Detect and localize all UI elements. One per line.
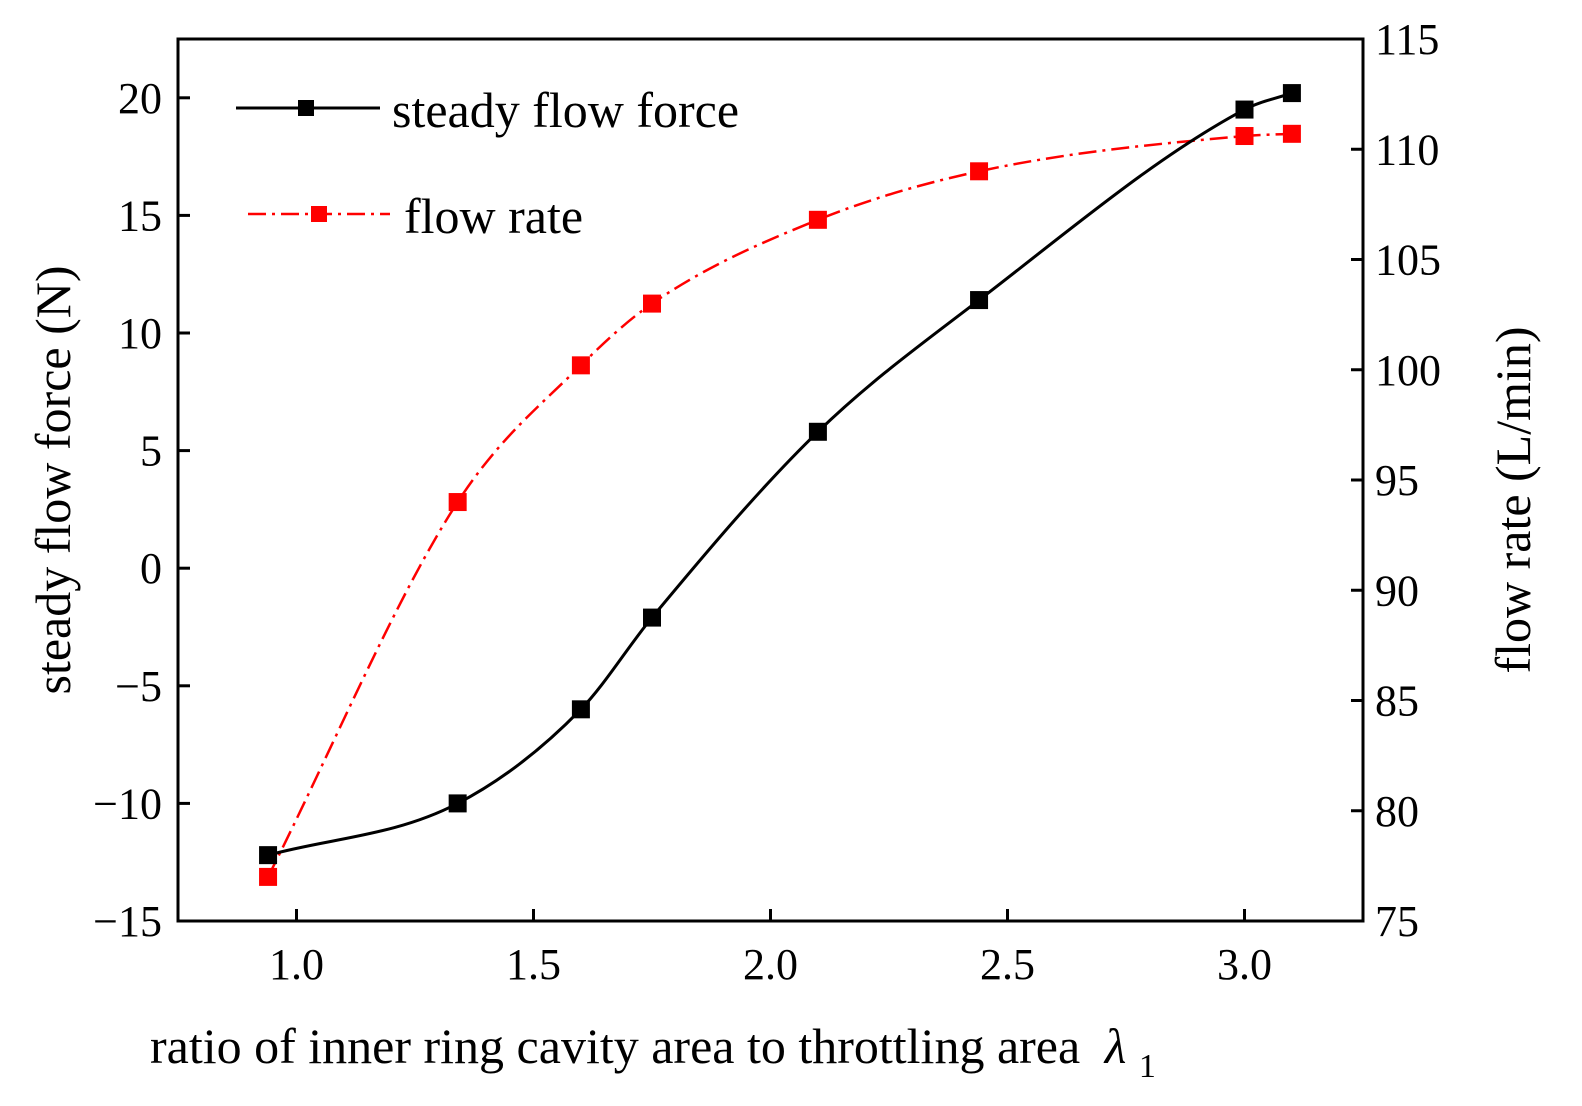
x-tick-label: 2.5 <box>980 940 1035 989</box>
y-tick-label-left: −15 <box>93 897 162 946</box>
y-tick-label-right: 75 <box>1375 897 1419 946</box>
data-point-steady-flow-force <box>571 700 590 719</box>
y-axis-title-right: flow rate (L/min) <box>1485 326 1541 673</box>
data-point-flow-rate <box>259 867 278 886</box>
y-axis-title-left: steady flow force (N) <box>25 266 81 695</box>
data-point-flow-rate <box>1282 124 1301 143</box>
y-tick-label-left: 20 <box>118 74 162 123</box>
legend-marker-steady-flow-force <box>298 100 314 116</box>
data-point-steady-flow-force <box>1235 100 1254 119</box>
y-tick-label-left: 5 <box>140 427 162 476</box>
series-line-flow-rate <box>266 132 1292 878</box>
legend-label-steady-flow-force: steady flow force <box>392 82 739 138</box>
data-point-flow-rate <box>448 493 467 512</box>
y-tick-label-right: 85 <box>1375 677 1419 726</box>
y-tick-label-right: 80 <box>1375 787 1419 836</box>
y-tick-label-left: 10 <box>118 309 162 358</box>
y-tick-label-right: 110 <box>1375 125 1439 174</box>
series-steady-flow-force <box>259 84 1301 865</box>
x-axis-title-symbol: λ <box>1103 1018 1127 1074</box>
data-point-steady-flow-force <box>970 291 989 310</box>
x-tick-label: 1.5 <box>506 940 561 989</box>
y-tick-label-left: 15 <box>118 191 162 240</box>
y-tick-label-right: 105 <box>1375 236 1441 285</box>
y-tick-label-right: 115 <box>1375 15 1439 64</box>
data-point-flow-rate <box>808 210 827 229</box>
y-tick-label-right: 90 <box>1375 566 1419 615</box>
legend-marker-flow-rate <box>311 206 327 222</box>
data-point-steady-flow-force <box>808 422 827 441</box>
data-point-steady-flow-force <box>643 608 661 627</box>
x-tick-label: 2.0 <box>743 940 798 989</box>
y-tick-label-left: 0 <box>140 544 162 593</box>
data-point-flow-rate <box>1235 127 1254 146</box>
x-axis-title: ratio of inner ring cavity area to throt… <box>150 1018 1156 1085</box>
data-point-steady-flow-force <box>1282 84 1301 103</box>
legend-label-flow-rate: flow rate <box>404 188 583 244</box>
x-axis-title-text: ratio of inner ring cavity area to throt… <box>150 1018 1080 1074</box>
y-tick-label-right: 100 <box>1375 346 1441 395</box>
data-point-steady-flow-force <box>448 794 467 813</box>
series-flow-rate <box>259 124 1301 886</box>
plot-frame <box>176 37 1365 923</box>
data-point-steady-flow-force <box>259 846 278 865</box>
y-tick-label-left: −10 <box>93 779 162 828</box>
y-tick-label-left: −5 <box>115 662 162 711</box>
data-point-flow-rate <box>571 356 590 375</box>
ticks-layer: 1.0 1.5 2.0 2.5 3.0 −15 −10 −5 0 5 10 15 20 75 80 85 90 9… <box>93 15 1441 989</box>
series-layer <box>259 84 1301 886</box>
data-point-flow-rate <box>643 294 661 313</box>
x-axis-title-subscript: 1 <box>1139 1048 1156 1085</box>
y-tick-label-right: 95 <box>1375 456 1419 505</box>
x-tick-label: 1.0 <box>269 940 324 989</box>
data-point-flow-rate <box>970 162 989 181</box>
legend: steady flow force flow rate <box>236 82 739 244</box>
x-tick-label: 3.0 <box>1217 940 1272 989</box>
